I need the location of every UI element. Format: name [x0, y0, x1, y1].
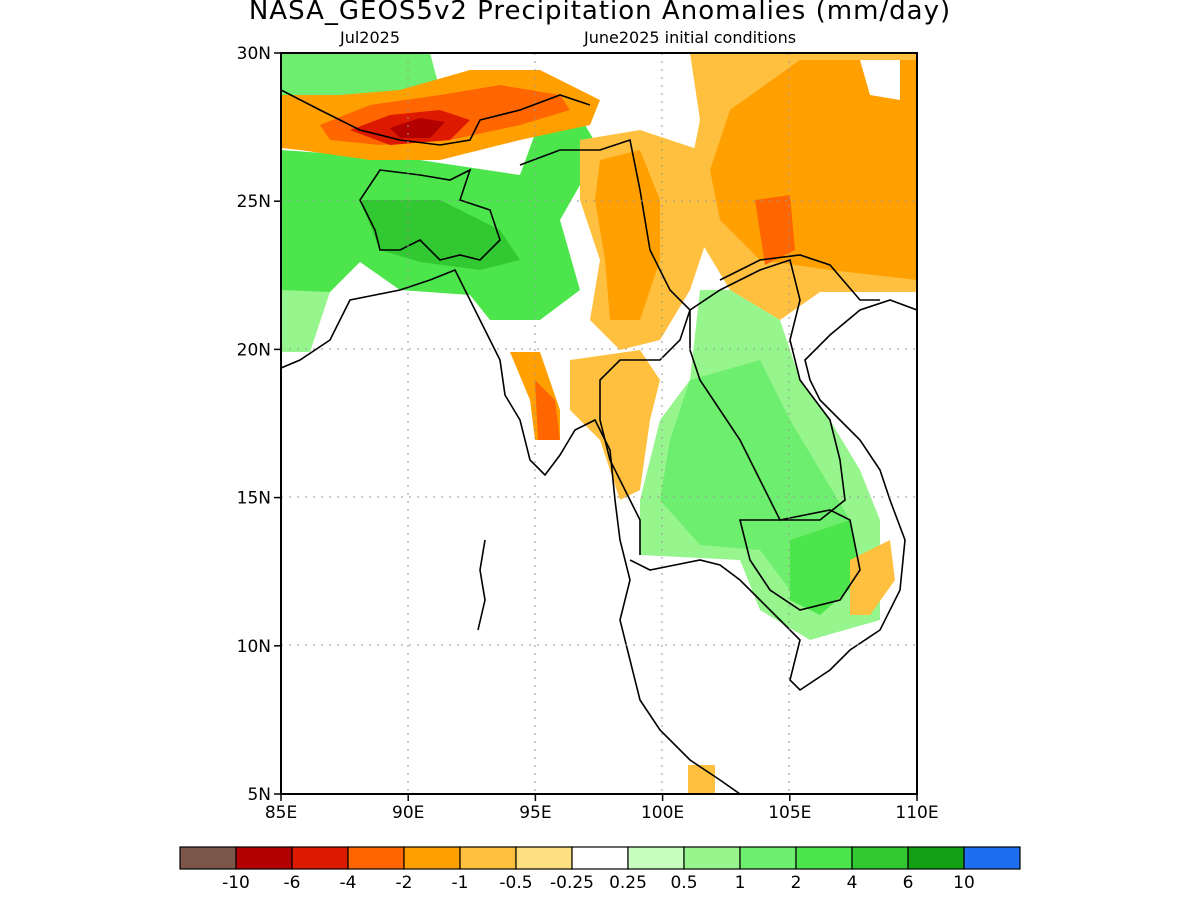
anomaly-field [281, 53, 917, 794]
border-cambodia [738, 509, 861, 611]
axis-ticks: 85E 90E 95E 100E 105E 110E 30N 25N 20N 15N 10N 5N [237, 44, 939, 823]
x-tick-label: 95E [519, 803, 551, 823]
colorbar-label: 10 [953, 873, 975, 893]
anomaly-region-nw-light [281, 290, 330, 352]
colorbar-swatch [235, 846, 293, 870]
colorbar-swatch [683, 846, 741, 870]
coastline-bay-of-bengal [281, 268, 741, 794]
y-tick-label: 5N [247, 785, 271, 805]
map-title: NASA_GEOS5v2 Precipitation Anomalies (mm… [248, 0, 952, 26]
colorbar-label: 1 [735, 873, 746, 893]
anomaly-region-himalaya-max [390, 118, 445, 138]
anomaly-region-malaya-dry [688, 765, 715, 794]
colorbar-label: 6 [903, 873, 914, 893]
y-tick-label: 30N [237, 44, 271, 64]
y-tick-label: 15N [237, 489, 271, 509]
colorbar-swatch [291, 846, 349, 870]
colorbar-label: -10 [222, 873, 250, 893]
anomaly-region-shan-dry [570, 350, 660, 500]
x-tick-label: 90E [392, 803, 424, 823]
colorbar-label: -4 [340, 873, 357, 893]
colorbar-swatch [179, 846, 237, 870]
coastlines-and-borders [281, 89, 917, 794]
anomaly-region-vietnam-dry [850, 540, 895, 615]
y-tick-label: 10N [237, 637, 271, 657]
anomaly-region-cambodia-wet [790, 520, 860, 615]
x-tick-label: 105E [768, 803, 811, 823]
anomaly-region-myanmar-core [595, 150, 660, 320]
colorbar-swatch [851, 846, 909, 870]
colorbar-label: -6 [284, 873, 301, 893]
colorbar: -10 -6 -4 -2 -1 -0.5 -0.25 0.25 0.5 1 2 4 6 10 [179, 846, 1021, 893]
border-myanmar [519, 138, 691, 555]
coastline-andaman-islands [477, 539, 486, 631]
gridlines [281, 53, 917, 794]
anomaly-region-bangladesh-core [360, 200, 520, 270]
coastline-gulf-of-thailand [629, 299, 917, 692]
y-tick-label: 20N [237, 340, 271, 360]
border-china-vietnam [719, 254, 880, 301]
colorbar-swatch [627, 846, 685, 870]
colorbar-label: -0.5 [499, 873, 532, 893]
colorbar-swatch [571, 846, 629, 870]
border-nepal [281, 89, 591, 146]
colorbar-label: -1 [452, 873, 469, 893]
colorbar-label: -0.25 [550, 873, 594, 893]
anomaly-region-west-wet [281, 53, 440, 100]
colorbar-label: -2 [396, 873, 413, 893]
x-tick-label: 100E [641, 803, 684, 823]
border-laos [689, 258, 846, 521]
colorbar-label: 0.5 [670, 873, 697, 893]
colorbar-swatch [907, 846, 965, 870]
x-tick-label: 85E [265, 803, 297, 823]
map-frame [280, 52, 918, 795]
colorbar-swatch [459, 846, 517, 870]
colorbar-label: 2 [791, 873, 802, 893]
colorbar-swatch [795, 846, 853, 870]
anomaly-region-south-china-gap [860, 60, 900, 100]
colorbar-swatch [403, 846, 461, 870]
y-tick-label: 25N [237, 192, 271, 212]
colorbar-swatch [515, 846, 573, 870]
colorbar-swatch [739, 846, 797, 870]
colorbar-label: 0.25 [609, 873, 647, 893]
colorbar-label: 4 [847, 873, 858, 893]
x-tick-label: 110E [895, 803, 938, 823]
initial-conditions: June2025 initial conditions [584, 28, 797, 47]
colorbar-swatch [347, 846, 405, 870]
forecast-month: Jul2025 [340, 28, 401, 47]
anomaly-region-south-china-peak [755, 195, 795, 265]
colorbar-swatch [963, 846, 1021, 870]
border-bangladesh [359, 168, 501, 261]
anomaly-region-arakan-core [535, 380, 560, 440]
